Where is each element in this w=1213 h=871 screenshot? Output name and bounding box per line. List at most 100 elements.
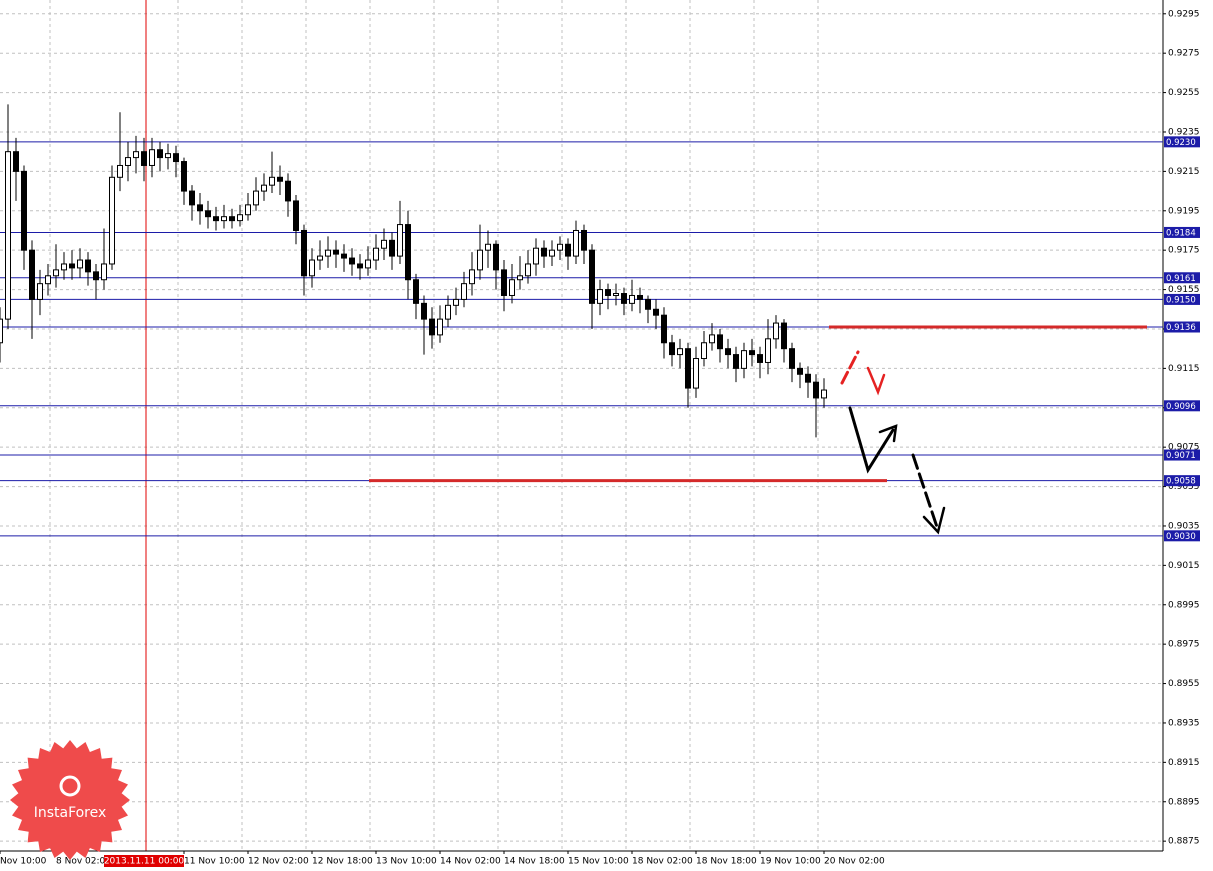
- x-tick-label: 18 Nov 02:00: [632, 857, 693, 867]
- candle-body: [5, 151, 11, 320]
- candle-body: [813, 381, 819, 399]
- candle-body: [213, 216, 219, 222]
- crosshair-label-bg: [104, 855, 184, 867]
- candle-body: [805, 373, 811, 383]
- candle-body: [125, 157, 131, 166]
- candle-body: [21, 170, 27, 251]
- candle-body: [309, 259, 315, 277]
- candle-body: [189, 190, 195, 206]
- x-tick-label: 11 Nov 10:00: [184, 857, 245, 867]
- candle-body: [653, 308, 659, 316]
- x-tick-label: 8 Nov 02:00: [56, 857, 111, 867]
- candle-body: [693, 358, 699, 389]
- y-tick-label: 0.9115: [1168, 364, 1200, 374]
- level-label: 0.9184: [1166, 228, 1196, 238]
- y-tick-label: 0.9155: [1168, 285, 1200, 295]
- candle-body: [429, 318, 435, 336]
- logo: InstaForex: [10, 740, 130, 860]
- black-arrow: [848, 406, 895, 474]
- candle-body: [397, 224, 403, 257]
- candle-body: [61, 263, 67, 271]
- logo-badge: [10, 740, 130, 860]
- candle-body: [301, 229, 307, 277]
- candle-body: [285, 180, 291, 202]
- candle-body: [77, 259, 83, 269]
- candle-body: [253, 190, 259, 206]
- x-tick-label: 14 Nov 18:00: [504, 857, 565, 867]
- candle-body: [317, 255, 323, 261]
- y-tick-label: 0.9255: [1168, 88, 1200, 98]
- y-tick-label: 0.8895: [1168, 797, 1200, 807]
- level-label: 0.9136: [1166, 323, 1196, 333]
- candle-body: [53, 269, 59, 277]
- candle-body: [629, 294, 635, 304]
- candle-body: [613, 293, 619, 296]
- candle-body: [389, 239, 395, 257]
- candle-body: [509, 279, 515, 296]
- y-tick-label: 0.9215: [1168, 167, 1200, 177]
- candle-body: [493, 243, 499, 271]
- candle-body: [205, 210, 211, 218]
- candle-body: [349, 257, 355, 265]
- candle-body: [501, 269, 507, 296]
- candle-body: [605, 289, 611, 296]
- candle-body: [13, 151, 19, 172]
- level-label-bg: [1164, 449, 1200, 461]
- candle-body: [37, 283, 43, 300]
- level-label-bg: [1164, 321, 1200, 333]
- black-arrow-head: [878, 424, 898, 443]
- candle-body: [621, 293, 627, 304]
- candle-body: [141, 151, 147, 166]
- candle-body: [0, 318, 3, 344]
- candle-body: [109, 176, 115, 265]
- candle-body: [101, 263, 107, 281]
- level-label: 0.9150: [1166, 295, 1196, 305]
- candle-body: [773, 322, 779, 340]
- x-tick-label: Nov 10:00: [0, 857, 47, 867]
- candle-body: [245, 204, 251, 216]
- level-label: 0.9030: [1166, 532, 1196, 542]
- candle-body: [149, 149, 155, 166]
- candle-body: [277, 176, 283, 182]
- y-tick-label: 0.9275: [1168, 49, 1200, 59]
- candle-body: [341, 253, 347, 259]
- candle-body: [757, 354, 763, 363]
- x-tick-label: 14 Nov 02:00: [440, 857, 501, 867]
- candle-body: [229, 216, 235, 222]
- candle-body: [781, 322, 787, 350]
- candle-body: [221, 216, 227, 222]
- candle-body: [117, 164, 123, 178]
- y-tick-label: 0.9035: [1168, 521, 1200, 531]
- y-tick-label: 0.8915: [1168, 758, 1200, 768]
- y-tick-label: 0.8995: [1168, 600, 1200, 610]
- candle-body: [413, 279, 419, 304]
- candle-body: [765, 338, 771, 363]
- logo-icon: [59, 775, 81, 797]
- candle-body: [29, 249, 35, 300]
- candle-body: [797, 367, 803, 375]
- x-tick-label: 2013.11.11 00:00: [104, 857, 185, 867]
- level-label: 0.9096: [1166, 402, 1196, 412]
- black-arrow: [911, 453, 940, 532]
- candle-body: [589, 249, 595, 304]
- red-arrow: [840, 350, 860, 385]
- candle-body: [685, 348, 691, 389]
- x-tick-label: 12 Nov 18:00: [312, 857, 373, 867]
- candle-body: [293, 200, 299, 231]
- candle-body: [405, 224, 411, 281]
- y-tick-label: 0.9195: [1168, 206, 1200, 216]
- candle-body: [541, 247, 547, 257]
- x-tick-label: 13 Nov 10:00: [376, 857, 437, 867]
- candle-body: [85, 259, 91, 273]
- candle-body: [549, 249, 555, 257]
- candle-body: [709, 334, 715, 344]
- candle-body: [325, 249, 331, 257]
- candle-body: [197, 204, 203, 212]
- x-tick-label: 12 Nov 02:00: [248, 857, 309, 867]
- x-tick-label: 19 Nov 10:00: [760, 857, 821, 867]
- candle-body: [133, 151, 139, 159]
- mark-layer: 0.9230 0.9184 0.9161 0.9150 0.9136 0.9096 0.90…: [0, 104, 1200, 542]
- y-tick-label: 0.8975: [1168, 640, 1200, 650]
- candle-body: [597, 289, 603, 304]
- candle-body: [525, 263, 531, 277]
